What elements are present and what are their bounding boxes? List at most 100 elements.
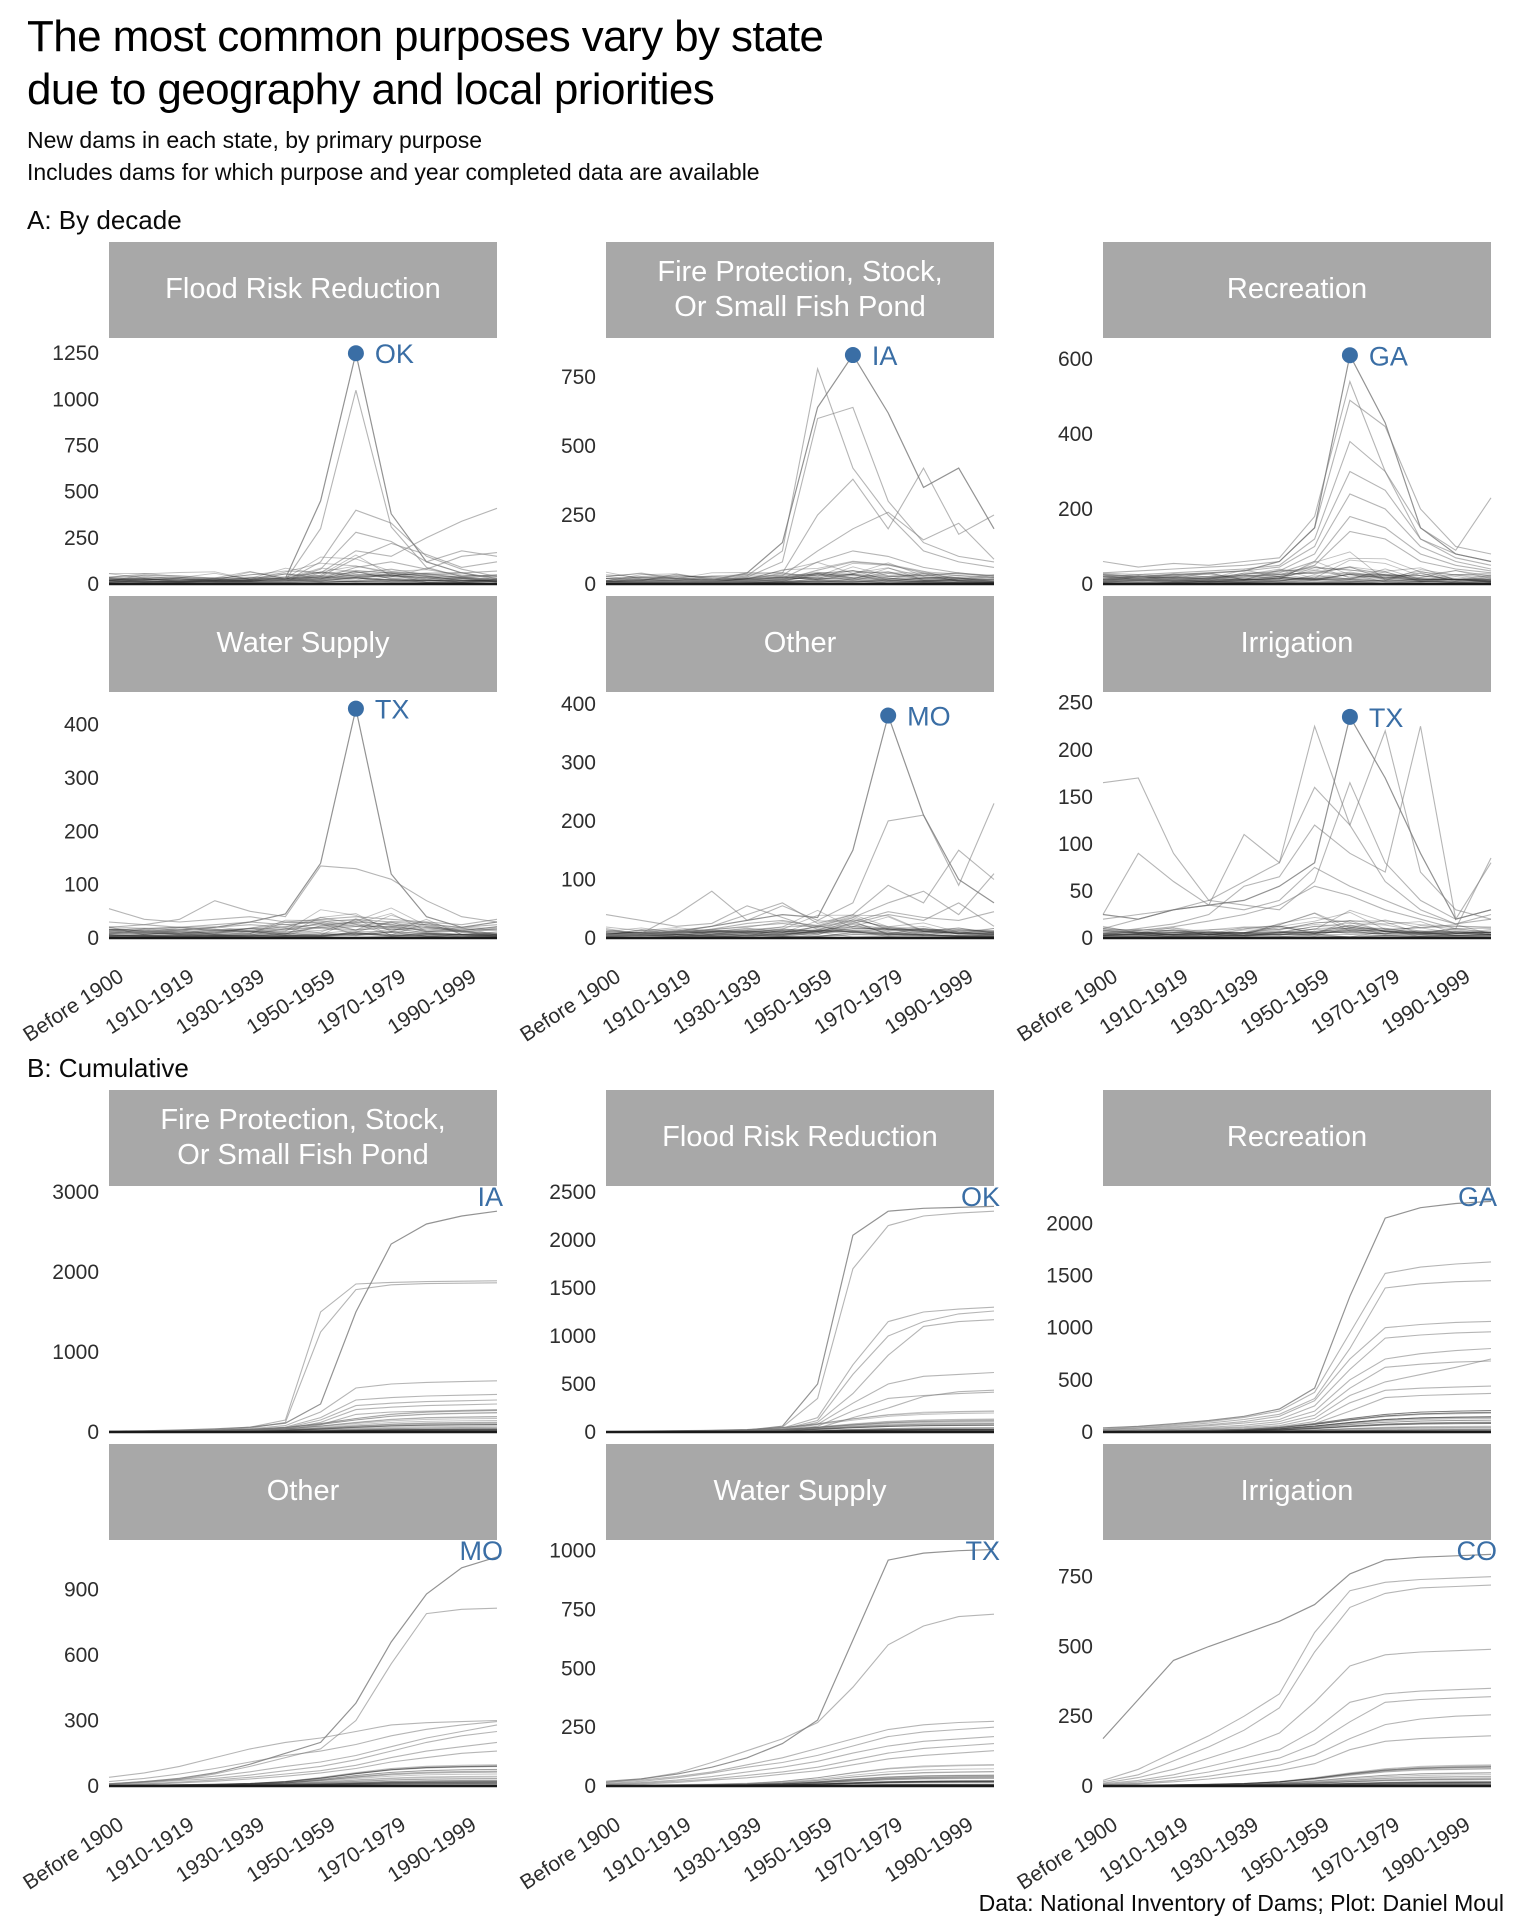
facet-strip-header: Water Supply [109, 595, 497, 692]
svg-text:1500: 1500 [549, 1277, 596, 1300]
svg-text:500: 500 [64, 480, 99, 503]
svg-text:250: 250 [64, 526, 99, 549]
svg-text:200: 200 [1058, 738, 1093, 761]
state-lines-major [606, 1210, 995, 1433]
y-axis-ticks: 750 500 250 0 [561, 366, 596, 596]
x-axis-ticks: Before 19001910-19191930-19391950-195919… [19, 1812, 480, 1894]
svg-text:300: 300 [64, 1709, 99, 1732]
facet-plot: IA 3000 2000 1000 0 [52, 1181, 503, 1444]
facet-plot: GA 600 400 200 0 [1058, 341, 1492, 596]
svg-text:1000: 1000 [1046, 1316, 1093, 1339]
y-axis-ticks: 3000 2000 1000 0 [52, 1181, 99, 1444]
facet-strip-header: Fire Protection, Stock, Or Small Fish Pon… [606, 241, 994, 338]
facet-title-line: Flood Risk Reduction [165, 273, 441, 306]
facet-title-line: Or Small Fish Pond [177, 1138, 429, 1171]
svg-text:0: 0 [1081, 1421, 1093, 1444]
svg-text:2000: 2000 [1046, 1212, 1093, 1235]
svg-text:1000: 1000 [52, 388, 99, 411]
y-axis-ticks: 250 200 150 100 50 0 [1058, 691, 1093, 949]
facet-title-line: Irrigation [1240, 1475, 1354, 1508]
svg-text:1500: 1500 [1046, 1264, 1093, 1287]
highlight-state-label: OK [961, 1182, 1000, 1212]
facet-strip-header: Recreation [1103, 241, 1491, 338]
state-lines-major [1102, 1575, 1492, 1786]
svg-text:0: 0 [584, 1421, 596, 1444]
facet-A-IA-1: Fire Protection, Stock, Or Small Fish Pon… [524, 241, 1021, 596]
state-lines-major [1102, 723, 1492, 934]
svg-text:400: 400 [64, 713, 99, 736]
svg-text:0: 0 [87, 1775, 99, 1798]
panel-B-grid: Fire Protection, Stock, Or Small Fish Pon… [19, 1089, 1518, 1895]
chart-subtitle-line1: New dams in each state, by primary purpo… [27, 127, 483, 154]
highlight-dot [880, 707, 897, 724]
highlight-state-line [108, 1555, 498, 1784]
svg-text:0: 0 [584, 1775, 596, 1798]
highlight-state-line [1102, 353, 1492, 577]
svg-text:2500: 2500 [549, 1181, 596, 1204]
svg-text:100: 100 [1058, 832, 1093, 855]
facet-B-TX-4: Water Supply TX 1000 750 500 250 0 Before 1900 1… [516, 1443, 1021, 1894]
facet-plot: TX 250 200 150 100 50 0 Before 19001910-1919193… [1013, 691, 1492, 1046]
state-lines-major [605, 1613, 995, 1786]
svg-text:400: 400 [1058, 423, 1093, 446]
svg-text:500: 500 [1058, 1368, 1093, 1391]
state-lines-major [605, 802, 995, 937]
svg-text:0: 0 [87, 573, 99, 596]
highlight-state-line [605, 1548, 995, 1782]
svg-text:0: 0 [1081, 927, 1093, 950]
facet-B-OK-1: Flood Risk Reduction OK 2500 2000 1500 1000 50… [524, 1089, 1021, 1444]
facet-strip-header: Flood Risk Reduction [109, 241, 497, 338]
facet-plot: MO 900 600 300 0 Before 19001910-19191930-193… [19, 1536, 503, 1895]
state-lines-minor [108, 907, 498, 938]
panel-A: A: By decade Flood Risk Reduction OK 1250 1… [19, 205, 1518, 1046]
facet-A-OK-0: Flood Risk Reduction OK 1250 1000 750 500 250 0 [27, 241, 524, 596]
y-axis-ticks: 900 600 300 0 [64, 1578, 99, 1797]
svg-text:3000: 3000 [52, 1181, 99, 1204]
facet-B-MO-3: Other MO 900 600 300 0 Before 1900 1910-1919 193… [19, 1443, 524, 1895]
facet-A-MO-4: Other MO 400 300 200 100 0 Before 1900 1910-1919… [516, 595, 1021, 1046]
svg-text:300: 300 [561, 751, 596, 774]
facet-A-TX-3: Water Supply TX 400 300 200 100 0 Before 1900 19… [19, 595, 524, 1046]
svg-text:900: 900 [64, 1578, 99, 1601]
highlight-state-line [1102, 1200, 1492, 1428]
svg-text:750: 750 [1058, 1565, 1093, 1588]
svg-text:200: 200 [561, 809, 596, 832]
chart-subtitle-line2: Includes dams for which purpose and year… [27, 158, 760, 185]
x-axis-ticks: Before 19001910-19191930-19391950-195919… [1013, 1812, 1474, 1894]
highlight-state-label: TX [375, 694, 410, 724]
panel-B: B: Cumulative Fire Protection, Stock, Or … [19, 1053, 1518, 1895]
facet-title-line: Water Supply [713, 1475, 887, 1508]
state-lines-major [1102, 379, 1492, 583]
y-axis-ticks: 750 500 250 0 [1058, 1565, 1093, 1797]
facet-plot: IA 750 500 250 0 [561, 341, 995, 596]
facet-plot: GA 2000 1500 1000 500 0 [1046, 1182, 1497, 1444]
svg-text:2000: 2000 [52, 1261, 99, 1284]
x-axis-ticks: Before 19001910-19191930-19391950-195919… [516, 1812, 977, 1894]
highlight-state-line [605, 353, 995, 583]
svg-text:0: 0 [584, 573, 596, 596]
facet-title-line: Recreation [1226, 1121, 1368, 1154]
highlight-dot [844, 346, 861, 363]
svg-text:1000: 1000 [52, 1341, 99, 1364]
facet-B-GA-2: Recreation GA 2000 1500 1000 500 0 [1021, 1089, 1518, 1444]
highlight-state-line [1102, 1553, 1492, 1739]
highlight-state-label: OK [375, 339, 414, 369]
facet-title-line: Recreation [1226, 273, 1368, 306]
y-axis-ticks: 2500 2000 1500 1000 500 0 [549, 1181, 596, 1444]
facet-strip-header: Irrigation [1103, 1443, 1491, 1540]
facet-strip-header: Other [606, 595, 994, 692]
facet-plot: OK 1250 1000 750 500 250 0 [52, 339, 498, 596]
highlight-state-label: IA [477, 1182, 503, 1212]
svg-text:750: 750 [561, 1598, 596, 1621]
svg-text:0: 0 [87, 1421, 99, 1444]
state-lines-major [108, 1279, 498, 1432]
svg-text:0: 0 [584, 927, 596, 950]
svg-text:400: 400 [561, 692, 596, 715]
facet-B-IA-0: Fire Protection, Stock, Or Small Fish Pon… [27, 1089, 524, 1444]
highlight-state-line [109, 352, 498, 584]
facet-title-line: Flood Risk Reduction [662, 1121, 938, 1154]
highlight-state-label: MO [460, 1536, 504, 1566]
svg-text:50: 50 [1070, 880, 1093, 903]
svg-text:1000: 1000 [549, 1539, 596, 1562]
svg-text:600: 600 [64, 1644, 99, 1667]
